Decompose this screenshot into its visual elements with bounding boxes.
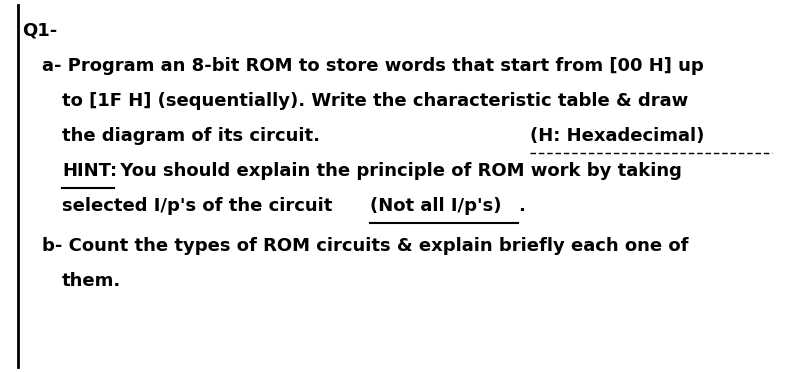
Text: the diagram of its circuit.: the diagram of its circuit. [62, 127, 320, 145]
Text: a- Program an 8-bit ROM to store words that start from [00 H] up: a- Program an 8-bit ROM to store words t… [42, 57, 704, 75]
Text: (Not all I/p's): (Not all I/p's) [370, 197, 502, 215]
Text: HINT:: HINT: [62, 162, 117, 180]
Text: b- Count the types of ROM circuits & explain briefly each one of: b- Count the types of ROM circuits & exp… [42, 237, 689, 255]
Text: them.: them. [62, 272, 122, 290]
Text: .: . [518, 197, 525, 215]
Text: selected I/p's of the circuit: selected I/p's of the circuit [62, 197, 338, 215]
Text: (H: Hexadecimal): (H: Hexadecimal) [530, 127, 704, 145]
Text: to [1F H] (sequentially). Write the characteristic table & draw: to [1F H] (sequentially). Write the char… [62, 92, 688, 110]
Text: You should explain the principle of ROM work by taking: You should explain the principle of ROM … [114, 162, 682, 180]
Text: Q1-: Q1- [22, 22, 58, 40]
